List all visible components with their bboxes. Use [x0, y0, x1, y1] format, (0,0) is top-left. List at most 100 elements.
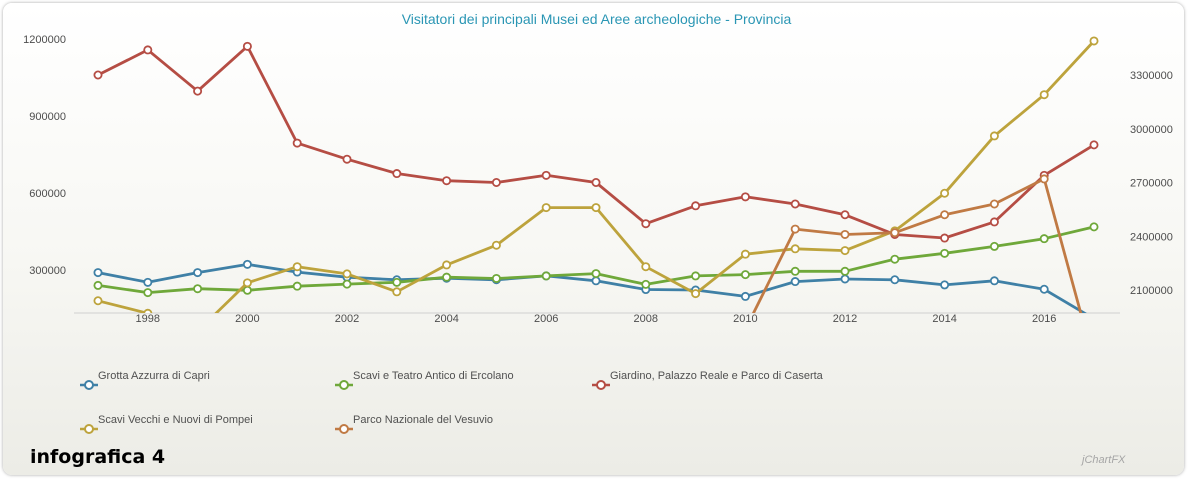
series-point[interactable] — [840, 246, 850, 256]
series-point[interactable] — [740, 249, 750, 259]
y-left-tick-label: 1200000 — [23, 34, 66, 46]
x-tick-label: 2004 — [434, 313, 458, 325]
series-point[interactable] — [292, 262, 302, 272]
series-point[interactable] — [541, 170, 551, 180]
y-left-tick-label: 900000 — [29, 111, 66, 123]
series-point[interactable] — [940, 280, 950, 290]
series-point[interactable] — [1039, 90, 1049, 100]
series-point[interactable] — [242, 278, 252, 288]
series-point[interactable] — [442, 272, 452, 282]
series-point[interactable] — [641, 219, 651, 229]
series-point[interactable] — [691, 271, 701, 281]
series-point[interactable] — [691, 289, 701, 299]
x-tick-label: 2014 — [932, 313, 956, 325]
series-point[interactable] — [989, 199, 999, 209]
series-point[interactable] — [790, 224, 800, 234]
series-point[interactable] — [840, 210, 850, 220]
x-tick-label: 1998 — [136, 313, 160, 325]
series-point[interactable] — [392, 277, 402, 287]
series-point[interactable] — [292, 138, 302, 148]
y-right-tick-label: 2400000 — [1130, 231, 1173, 243]
series-point[interactable] — [143, 45, 153, 55]
series-point[interactable] — [93, 296, 103, 306]
series-point[interactable] — [890, 275, 900, 285]
series-point[interactable] — [940, 248, 950, 258]
series-point[interactable] — [491, 240, 501, 250]
legend-label: Scavi e Teatro Antico di Ercolano — [353, 370, 514, 382]
series-point[interactable] — [989, 276, 999, 286]
y-right-tick-label: 2100000 — [1130, 285, 1173, 297]
series-point[interactable] — [392, 169, 402, 179]
series-point[interactable] — [342, 154, 352, 164]
series-point[interactable] — [193, 86, 203, 96]
series-point[interactable] — [1089, 140, 1099, 150]
series-point[interactable] — [1039, 284, 1049, 294]
series-point[interactable] — [940, 188, 950, 198]
series-point[interactable] — [740, 270, 750, 280]
x-tick-label: 2010 — [733, 313, 757, 325]
series-point[interactable] — [292, 281, 302, 291]
series-point[interactable] — [143, 288, 153, 298]
series-point[interactable] — [193, 284, 203, 294]
series-point[interactable] — [591, 276, 601, 286]
series-point[interactable] — [442, 260, 452, 270]
x-tick-label: 2016 — [1032, 313, 1056, 325]
legend-marker-icon — [335, 380, 353, 390]
series-point[interactable] — [840, 274, 850, 284]
series-point[interactable] — [392, 287, 402, 297]
series-point[interactable] — [93, 268, 103, 278]
series-point[interactable] — [691, 201, 701, 211]
chart-title: Visitatori dei principali Musei ed Aree … — [401, 11, 792, 27]
x-tick-label: 2000 — [235, 313, 259, 325]
legend-label: Scavi Vecchi e Nuovi di Pompei — [98, 414, 253, 426]
series-point[interactable] — [890, 228, 900, 238]
series-point[interactable] — [342, 269, 352, 279]
series-point[interactable] — [940, 233, 950, 243]
legend-label: Parco Nazionale del Vesuvio — [353, 414, 494, 426]
series-point[interactable] — [591, 269, 601, 279]
series-point[interactable] — [541, 203, 551, 213]
y-left-tick-label: 600000 — [29, 188, 66, 200]
series-point[interactable] — [740, 192, 750, 202]
series-point[interactable] — [591, 177, 601, 187]
series-point[interactable] — [491, 177, 501, 187]
series-point[interactable] — [491, 273, 501, 283]
x-tick-label: 2012 — [833, 313, 857, 325]
series-point[interactable] — [242, 41, 252, 51]
series-point[interactable] — [143, 277, 153, 287]
series-point[interactable] — [93, 70, 103, 80]
series-point[interactable] — [641, 262, 651, 272]
series-point[interactable] — [342, 279, 352, 289]
legend-marker-icon — [592, 380, 610, 390]
series-point[interactable] — [93, 280, 103, 290]
series-point[interactable] — [143, 308, 153, 317]
series-point[interactable] — [790, 266, 800, 276]
legend-marker-icon — [335, 424, 353, 434]
series-point[interactable] — [591, 203, 601, 213]
series-point[interactable] — [989, 131, 999, 141]
series-point[interactable] — [1089, 222, 1099, 232]
series-point[interactable] — [790, 277, 800, 287]
series-point[interactable] — [790, 244, 800, 254]
y-right-tick-label: 2700000 — [1130, 178, 1173, 190]
series-point[interactable] — [890, 254, 900, 264]
series-point[interactable] — [840, 229, 850, 239]
chart-frame — [3, 3, 1184, 475]
series-point[interactable] — [989, 241, 999, 251]
series-point[interactable] — [840, 266, 850, 276]
series-point[interactable] — [541, 271, 551, 281]
series-point[interactable] — [193, 268, 203, 278]
series-point[interactable] — [242, 285, 252, 295]
series-point[interactable] — [242, 259, 252, 269]
series-point[interactable] — [1039, 234, 1049, 244]
series-point[interactable] — [1039, 174, 1049, 184]
x-tick-label: 2002 — [335, 313, 359, 325]
series-point[interactable] — [442, 176, 452, 186]
series-point[interactable] — [641, 279, 651, 289]
series-point[interactable] — [940, 210, 950, 220]
series-point[interactable] — [790, 199, 800, 209]
series-point[interactable] — [989, 217, 999, 227]
series-point[interactable] — [1089, 36, 1099, 46]
series-point[interactable] — [740, 291, 750, 301]
